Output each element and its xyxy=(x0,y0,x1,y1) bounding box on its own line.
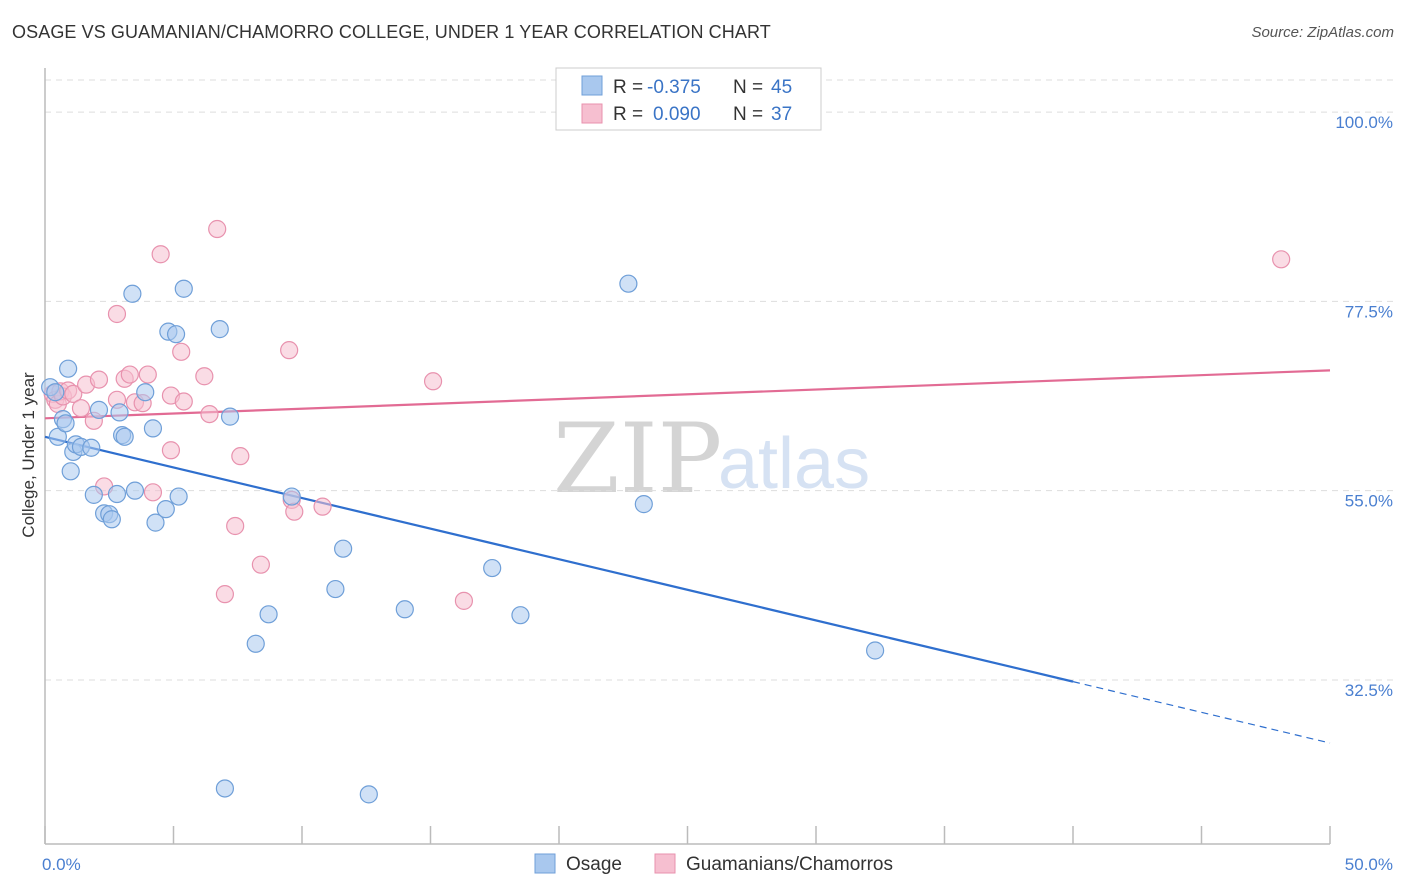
watermark: ZIP atlas xyxy=(553,403,870,515)
point-osage xyxy=(110,403,129,422)
point-osage xyxy=(156,500,175,519)
point-guamanians xyxy=(64,384,83,404)
point-osage xyxy=(48,427,67,446)
point-osage xyxy=(511,606,530,625)
point-osage xyxy=(866,641,885,660)
legend-swatch-osage xyxy=(581,75,603,96)
point-osage xyxy=(123,284,142,303)
point-guamanians xyxy=(174,392,193,411)
point-guamanians xyxy=(285,502,304,521)
point-osage xyxy=(136,383,155,402)
legend-r-label-guam: R = xyxy=(613,104,643,125)
point-guamanians xyxy=(172,342,191,361)
point-guamanians xyxy=(89,370,109,389)
y-tick-label: 100.0% xyxy=(1335,113,1393,132)
point-osage xyxy=(146,513,165,532)
point-osage xyxy=(82,438,101,457)
series-label-guam: Guamanians/Chamorros xyxy=(686,854,893,875)
series-swatch-osage xyxy=(534,853,556,874)
point-osage xyxy=(215,779,234,798)
y-axis-label: College, Under 1 year xyxy=(19,372,38,538)
legend-n-label-osage: N = xyxy=(733,77,763,98)
point-osage xyxy=(210,320,229,339)
series-swatch-guam xyxy=(654,853,676,874)
watermark-atlas: atlas xyxy=(718,424,870,504)
correlation-legend: R = -0.375 N = 45 R = 0.090 N = 37 xyxy=(555,67,822,131)
point-osage xyxy=(634,495,653,514)
y-tick-label: 55.0% xyxy=(1345,492,1393,511)
legend-r-value-osage: -0.375 xyxy=(647,77,701,98)
point-osage xyxy=(359,785,378,804)
point-guamanians xyxy=(226,516,245,536)
y-tick-label: 77.5% xyxy=(1345,302,1393,321)
point-guamanians xyxy=(195,367,214,386)
point-osage xyxy=(89,400,109,419)
point-osage xyxy=(166,325,186,344)
point-osage xyxy=(125,481,145,500)
point-osage xyxy=(619,274,638,293)
point-osage xyxy=(102,510,121,529)
point-osage xyxy=(483,558,502,578)
point-guamanians xyxy=(215,585,234,604)
point-osage xyxy=(259,605,278,624)
chart-title: OSAGE VS GUAMANIAN/CHAMORRO COLLEGE, UND… xyxy=(12,22,771,42)
point-guamanians xyxy=(151,245,170,264)
legend-n-value-osage: 45 xyxy=(771,77,792,98)
point-osage xyxy=(246,634,265,653)
y-tick-label: 32.5% xyxy=(1345,681,1393,700)
point-guamanians xyxy=(143,483,163,502)
data-points xyxy=(41,219,1291,804)
source-label: Source: ZipAtlas.com xyxy=(1251,24,1394,41)
point-guamanians xyxy=(161,441,181,460)
point-guamanians xyxy=(200,404,219,424)
gridlines xyxy=(45,79,1394,681)
legend-swatch-guam xyxy=(581,103,603,124)
point-osage xyxy=(326,579,345,599)
point-guamanians xyxy=(107,304,127,324)
point-guamanians xyxy=(251,555,270,574)
point-osage xyxy=(84,485,103,504)
point-guamanians xyxy=(280,341,299,360)
point-osage xyxy=(61,462,80,481)
point-guamanians xyxy=(120,365,139,384)
trend-line-osage xyxy=(44,435,1074,683)
point-osage xyxy=(282,487,301,506)
point-osage xyxy=(107,484,127,504)
point-osage xyxy=(46,383,65,402)
x-tick-label: 0.0% xyxy=(42,855,81,874)
point-osage xyxy=(395,600,414,619)
point-guamanians xyxy=(231,447,250,466)
legend-r-label-osage: R = xyxy=(613,77,643,98)
point-osage xyxy=(56,414,75,433)
point-guamanians xyxy=(423,372,443,391)
series-legend: Osage Guamanians/Chamorros xyxy=(534,853,893,875)
point-guamanians xyxy=(138,365,157,384)
point-osage xyxy=(59,359,78,378)
point-osage xyxy=(143,419,163,438)
point-guamanians xyxy=(313,497,332,516)
point-osage xyxy=(334,539,353,558)
trend-lines xyxy=(44,369,1331,744)
point-guamanians xyxy=(1272,250,1291,269)
point-osage xyxy=(174,279,193,298)
point-osage xyxy=(115,427,134,446)
trend-line-guamanians xyxy=(44,369,1331,420)
legend-n-label-guam: N = xyxy=(733,104,763,125)
y-tick-labels: 100.0% 77.5% 55.0% 32.5% xyxy=(1335,113,1393,700)
point-guamanians xyxy=(208,219,227,239)
watermark-zip: ZIP xyxy=(553,403,722,515)
legend-n-value-guam: 37 xyxy=(771,104,792,125)
trend-line-osage-extension xyxy=(1072,681,1331,744)
point-osage xyxy=(169,487,188,506)
point-osage xyxy=(220,407,240,426)
point-guamanians xyxy=(71,399,91,418)
x-tick-labels: 0.0% 50.0% xyxy=(42,855,1393,874)
axes xyxy=(44,68,1331,845)
legend-r-value-guam: 0.090 xyxy=(653,104,701,125)
point-guamanians xyxy=(454,591,474,610)
series-label-osage: Osage xyxy=(566,854,622,875)
x-tick-label: 50.0% xyxy=(1345,855,1393,874)
